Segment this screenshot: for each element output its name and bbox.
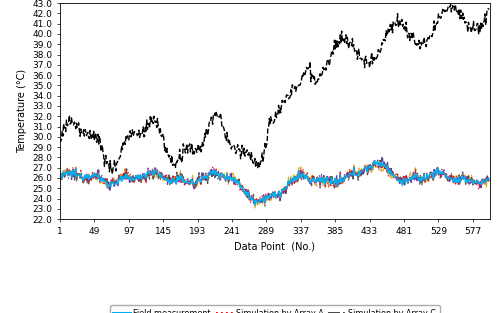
Legend: Field measurement, Simulation by DeST, Simulation by Array A, Simulation by Arra: Field measurement, Simulation by DeST, S… (110, 305, 440, 313)
X-axis label: Data Point  (No.): Data Point (No.) (234, 241, 316, 251)
Y-axis label: Temperature (°C): Temperature (°C) (16, 69, 26, 153)
